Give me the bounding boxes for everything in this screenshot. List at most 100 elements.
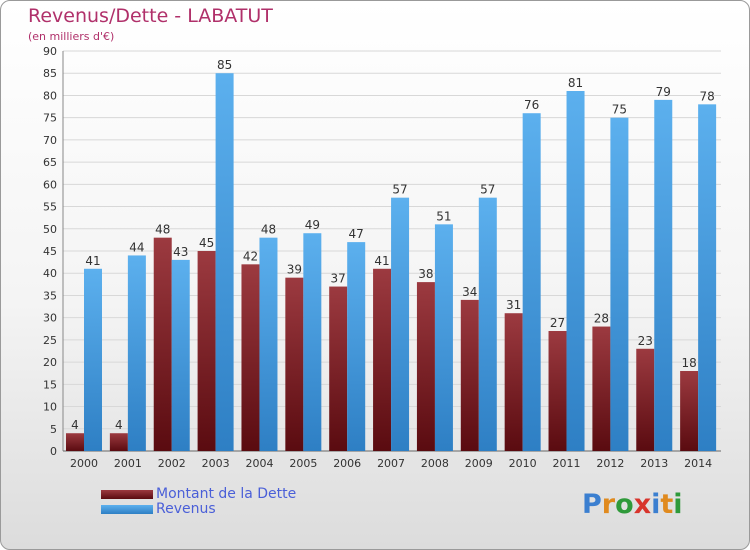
data-label: 76: [524, 98, 539, 112]
y-tick-label: 25: [43, 334, 57, 347]
bar-revenue: [698, 104, 717, 451]
bar-debt: [329, 286, 348, 451]
y-tick-label: 85: [43, 67, 57, 80]
bar-revenue: [303, 233, 322, 451]
x-tick-label: 2005: [289, 457, 317, 470]
bar-debt: [373, 268, 392, 451]
bar-revenue: [259, 237, 278, 451]
bar-revenue: [127, 255, 146, 451]
data-label: 43: [173, 245, 188, 259]
proxiti-logo: Proxiti: [582, 489, 683, 520]
data-label: 39: [287, 263, 302, 277]
bar-debt: [109, 433, 128, 451]
bar-revenue: [84, 268, 102, 451]
data-label: 48: [261, 223, 276, 237]
legend-label-debt: Montant de la Dette: [156, 486, 297, 502]
bar-revenue: [171, 259, 190, 451]
logo-letter: P: [582, 489, 602, 520]
x-tick-label: 2003: [202, 457, 230, 470]
x-tick-label: 2000: [70, 457, 98, 470]
data-label: 51: [436, 209, 451, 223]
bar-revenue: [434, 224, 453, 451]
chart-title: Revenus/Dette - LABATUT: [28, 5, 273, 27]
y-tick-label: 80: [43, 89, 57, 102]
legend-label-revenue: Revenus: [156, 501, 216, 517]
x-tick-label: 2006: [333, 457, 361, 470]
y-tick-label: 35: [43, 289, 57, 302]
x-tick-label: 2010: [509, 457, 537, 470]
x-tick-label: 2009: [465, 457, 493, 470]
x-tick-label: 2013: [640, 457, 668, 470]
data-label: 41: [85, 254, 100, 268]
logo-letter: t: [660, 489, 674, 520]
data-label: 75: [612, 103, 627, 117]
data-label: 34: [462, 285, 477, 299]
bar-debt: [416, 282, 435, 451]
data-label: 79: [656, 85, 671, 99]
y-tick-label: 60: [43, 178, 57, 191]
bar-debt: [680, 371, 699, 451]
bar-debt: [548, 331, 567, 451]
data-label: 38: [418, 267, 433, 281]
bar-revenue: [478, 197, 497, 451]
y-tick-label: 5: [50, 423, 57, 436]
bar-revenue: [347, 242, 366, 451]
bar-revenue: [654, 99, 673, 451]
x-tick-label: 2008: [421, 457, 449, 470]
y-tick-label: 55: [43, 201, 57, 214]
y-tick-label: 50: [43, 223, 57, 236]
data-label: 42: [243, 249, 258, 263]
bar-debt: [241, 264, 260, 451]
x-tick-label: 2001: [114, 457, 142, 470]
data-label: 31: [506, 298, 521, 312]
x-tick-label: 2004: [245, 457, 273, 470]
bar-revenue: [391, 197, 410, 451]
data-label: 37: [331, 272, 346, 286]
bar-debt: [66, 433, 84, 451]
y-tick-label: 15: [43, 378, 57, 391]
data-label: 78: [699, 89, 714, 103]
bar-debt: [636, 348, 655, 451]
x-tick-label: 2007: [377, 457, 405, 470]
logo-letter: x: [633, 489, 652, 520]
bar-revenue: [215, 73, 234, 451]
data-label: 23: [638, 334, 653, 348]
x-tick-label: 2012: [596, 457, 624, 470]
data-label: 57: [392, 183, 407, 197]
logo-letter: i: [673, 489, 683, 520]
data-label: 41: [374, 254, 389, 268]
x-tick-label: 2011: [553, 457, 581, 470]
logo-letter: o: [615, 489, 634, 520]
data-label: 49: [305, 218, 320, 232]
y-tick-label: 90: [43, 45, 57, 58]
x-tick-label: 2014: [684, 457, 712, 470]
y-tick-label: 45: [43, 245, 57, 258]
bar-debt: [197, 251, 216, 451]
bar-revenue: [522, 113, 541, 451]
data-label: 18: [681, 356, 696, 370]
data-label: 85: [217, 58, 232, 72]
y-tick-label: 10: [43, 401, 57, 414]
data-label: 44: [129, 240, 144, 254]
data-label: 48: [155, 223, 170, 237]
chart-subtitle: (en milliers d'€): [28, 30, 115, 43]
x-tick-label: 2002: [158, 457, 186, 470]
bar-debt: [504, 313, 523, 451]
data-label: 45: [199, 236, 214, 250]
data-label: 57: [480, 183, 495, 197]
bar-debt: [285, 277, 304, 451]
legend-swatch-debt: [101, 490, 153, 499]
bar-revenue: [610, 117, 629, 452]
data-label: 47: [349, 227, 364, 241]
data-label: 4: [71, 418, 79, 432]
data-label: 4: [115, 418, 123, 432]
data-label: 27: [550, 316, 565, 330]
bar-debt: [460, 299, 479, 451]
data-label: 81: [568, 76, 583, 90]
legend-swatch-revenue: [101, 505, 153, 514]
data-label: 28: [594, 312, 609, 326]
bar-debt: [153, 237, 172, 451]
y-tick-label: 30: [43, 312, 57, 325]
